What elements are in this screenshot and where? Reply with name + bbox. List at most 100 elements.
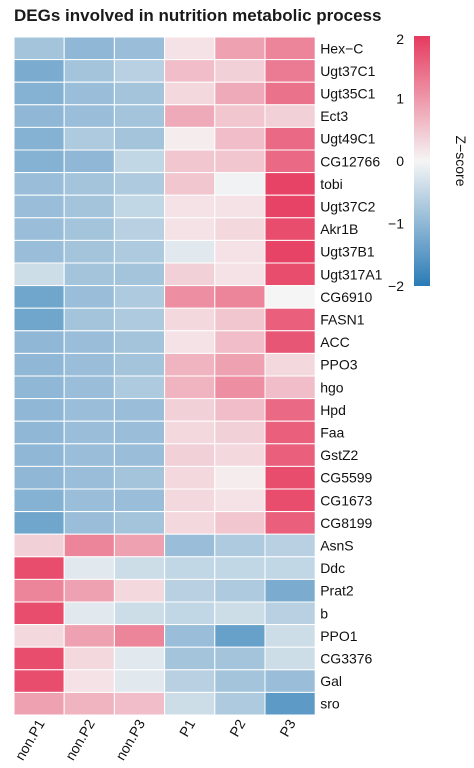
heatmap-cell bbox=[164, 59, 216, 83]
heatmap-cell bbox=[13, 285, 65, 309]
heatmap-cell bbox=[214, 126, 266, 151]
column-label: non.P2 bbox=[62, 716, 98, 763]
heatmap-cell bbox=[264, 172, 316, 196]
heatmap-cell bbox=[13, 443, 65, 467]
heatmap-cell bbox=[113, 59, 166, 83]
heatmap-cell bbox=[164, 420, 216, 445]
heatmap-cell bbox=[113, 398, 166, 422]
heatmap-cell bbox=[164, 533, 216, 558]
heatmap-cell bbox=[13, 239, 65, 264]
heatmap-cell bbox=[113, 307, 166, 332]
colorbar-tick-label: 1 bbox=[396, 91, 404, 107]
heatmap-cell bbox=[214, 172, 266, 196]
heatmap-cell bbox=[214, 511, 266, 535]
row-label: Ugt49C1 bbox=[320, 131, 375, 147]
heatmap-cell bbox=[113, 669, 166, 693]
heatmap-cell bbox=[214, 330, 266, 354]
heatmap-cell bbox=[113, 601, 166, 626]
heatmap-cell bbox=[113, 352, 166, 377]
heatmap-cell bbox=[164, 262, 216, 287]
heatmap-cell bbox=[13, 669, 65, 693]
heatmap-cell bbox=[164, 285, 216, 309]
row-label: Prat2 bbox=[320, 583, 354, 599]
heatmap-cell bbox=[264, 488, 316, 513]
heatmap-cell bbox=[113, 262, 166, 287]
row-label: CG3376 bbox=[320, 651, 372, 667]
heatmap-cell bbox=[13, 488, 65, 513]
heatmap-cell bbox=[113, 488, 166, 513]
heatmap-cell bbox=[214, 104, 266, 128]
heatmap-cell bbox=[214, 285, 266, 309]
heatmap-cell bbox=[13, 36, 65, 61]
heatmap-cell bbox=[264, 533, 316, 558]
heatmap-cell bbox=[13, 126, 65, 151]
row-label: hgo bbox=[320, 379, 344, 395]
heatmap-cell bbox=[164, 81, 216, 106]
heatmap-cell bbox=[113, 420, 166, 445]
heatmap-cell bbox=[63, 104, 115, 128]
heatmap-cell bbox=[63, 81, 115, 106]
heatmap-cell bbox=[164, 217, 216, 241]
heatmap-cell bbox=[63, 511, 115, 535]
heatmap-cell bbox=[63, 330, 115, 354]
heatmap-cell bbox=[164, 239, 216, 264]
heatmap-cell bbox=[264, 285, 316, 309]
heatmap-cell bbox=[164, 36, 216, 61]
row-label: CG1673 bbox=[320, 492, 372, 508]
heatmap-cell bbox=[63, 375, 115, 400]
heatmap-cell bbox=[264, 194, 316, 219]
heatmap-cell bbox=[63, 307, 115, 332]
column-label: non.P3 bbox=[112, 716, 148, 763]
heatmap-cell bbox=[113, 285, 166, 309]
heatmap-cell bbox=[13, 691, 65, 716]
heatmap-cell bbox=[264, 398, 316, 422]
heatmap-cell bbox=[63, 352, 115, 377]
row-label: b bbox=[320, 605, 328, 621]
row-label: GstZ2 bbox=[320, 447, 358, 463]
heatmap-cell bbox=[214, 533, 266, 558]
heatmap-cell bbox=[164, 126, 216, 151]
heatmap-cell bbox=[113, 330, 166, 354]
heatmap-cell bbox=[264, 624, 316, 648]
heatmap-cell bbox=[164, 578, 216, 603]
heatmap-cell bbox=[13, 601, 65, 626]
heatmap-cell bbox=[113, 172, 166, 196]
column-label: non.P1 bbox=[12, 716, 48, 763]
heatmap-cell bbox=[264, 217, 316, 241]
heatmap-cell bbox=[63, 465, 115, 490]
heatmap-cell bbox=[63, 578, 115, 603]
heatmap-cell bbox=[164, 443, 216, 467]
heatmap-cell bbox=[13, 194, 65, 219]
heatmap-cell bbox=[113, 149, 166, 174]
heatmap-cell bbox=[214, 307, 266, 332]
heatmap-cell bbox=[264, 578, 316, 603]
heatmap-cell bbox=[214, 420, 266, 445]
heatmap-cell bbox=[164, 601, 216, 626]
heatmap-cell bbox=[214, 239, 266, 264]
heatmap-cell bbox=[264, 307, 316, 332]
heatmap-cell bbox=[164, 104, 216, 128]
heatmap-cell bbox=[113, 375, 166, 400]
heatmap-cell bbox=[113, 624, 166, 648]
heatmap-cell bbox=[164, 330, 216, 354]
colorbar-tick-label: 0 bbox=[396, 153, 404, 169]
heatmap-cell bbox=[164, 691, 216, 716]
row-label: AsnS bbox=[320, 538, 353, 554]
heatmap-cell bbox=[164, 511, 216, 535]
heatmap-cell bbox=[264, 330, 316, 354]
heatmap-cell bbox=[113, 36, 166, 61]
row-label: CG8199 bbox=[320, 515, 372, 531]
row-label: FASN1 bbox=[320, 312, 365, 328]
row-label: Ugt37B1 bbox=[320, 244, 375, 260]
heatmap-cell bbox=[13, 262, 65, 287]
heatmap-cell bbox=[264, 36, 316, 61]
heatmap-cell bbox=[164, 669, 216, 693]
row-labels: Hex−C Ugt37C1 Ugt35C1 Ect3 Ugt49C1 CG12766 tob… bbox=[320, 40, 382, 711]
row-label: Ugt37C2 bbox=[320, 199, 375, 215]
heatmap-cell bbox=[113, 239, 166, 264]
column-label: P2 bbox=[226, 716, 249, 739]
heatmap-cell bbox=[63, 149, 115, 174]
heatmap-cell bbox=[264, 556, 316, 580]
heatmap-cell bbox=[164, 488, 216, 513]
